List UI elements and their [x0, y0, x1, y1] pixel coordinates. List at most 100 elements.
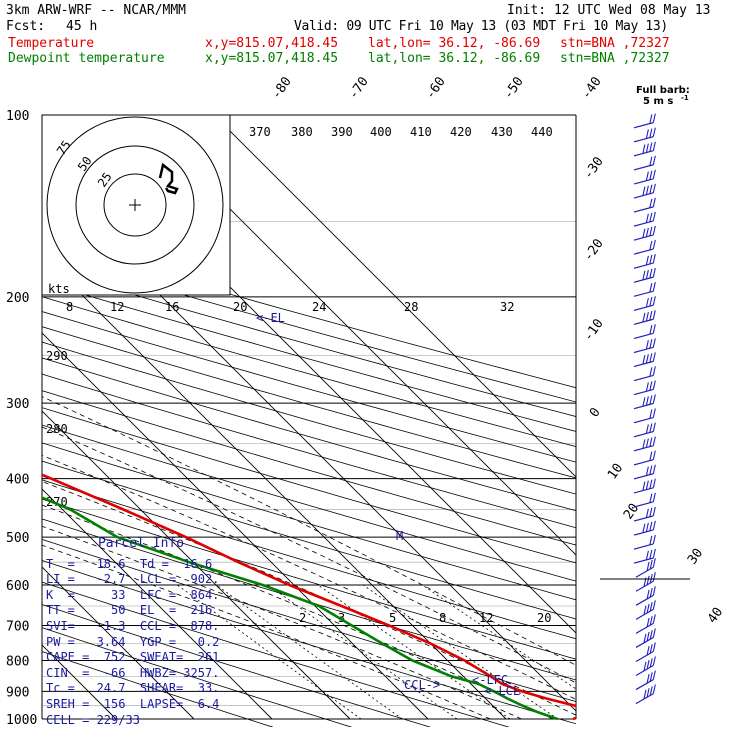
- legend-dewpoint-station: stn=BNA ,72327: [560, 51, 670, 66]
- wind-barb: [633, 338, 656, 354]
- isotherm-label-10: 10: [605, 461, 626, 482]
- isotherm-label-m60: -60: [423, 74, 449, 102]
- wind-barb: [633, 520, 656, 536]
- pressure-label-500: 500: [6, 531, 29, 546]
- pressure-label-200: 200: [6, 291, 29, 306]
- barb-legend-superscript: -1: [681, 94, 689, 102]
- parcel-row-sreh-lapse: SREH = 156 LAPSE= 6.4: [46, 696, 220, 711]
- parcel-row-cell: CELL = 229/33: [46, 712, 140, 727]
- hodograph: [46, 116, 224, 294]
- theta-label-400: 400: [370, 125, 392, 139]
- dry-adiabat: [42, 442, 576, 601]
- hodograph-ring-50: [75, 145, 195, 265]
- moist-adiabat: [42, 426, 576, 684]
- wind-barb: [633, 127, 656, 143]
- isotherm: [213, 115, 576, 478]
- moist-adiabat: [42, 525, 522, 720]
- isotherm: [42, 410, 351, 720]
- isotherm-label-m50: -50: [501, 74, 527, 102]
- theta-label-370: 370: [249, 125, 271, 139]
- isotherm-label-40: 40: [705, 605, 726, 626]
- dry-adiabat: [42, 326, 576, 479]
- dry-adiabat: [42, 341, 576, 495]
- parcel-row-cape-sweat: CAPE = 752 SWEAT= 261: [46, 650, 220, 665]
- pressure-label-100: 100: [6, 109, 29, 124]
- wind-barb: [633, 113, 656, 129]
- theta-labels-upper: 370 380 390 400 410 420 430 440: [249, 125, 553, 139]
- dry-adiabat: [42, 518, 576, 681]
- wind-barb: [633, 141, 656, 157]
- ccl-marker: CCL->: [404, 678, 440, 692]
- parcel-row-li-lcl: LI = -2.7 LCL = 902.: [46, 572, 220, 587]
- wind-barb: [633, 211, 656, 227]
- dry-adiabat: [42, 281, 576, 432]
- parcel-info-table: Parcel Info T = 18.6 Td = 16.6 LI = -2.7…: [46, 536, 236, 728]
- mixing-ratio-line: [422, 584, 576, 690]
- parcel-row-pw-ygp: PW = 3.64 YGP = 0.2: [46, 634, 220, 649]
- dry-adiabat: [42, 581, 510, 727]
- dry-adiabat: [42, 627, 353, 727]
- legend-dewpoint-xy: x,y=815.07,418.45: [205, 51, 339, 66]
- wind-barb: [633, 310, 656, 326]
- parcel-info-title: Parcel Info: [97, 536, 185, 551]
- isotherm-label-m20: -20: [581, 236, 607, 264]
- dry-adiabat: [42, 240, 576, 389]
- wind-barb: [633, 366, 656, 382]
- wind-barb: [633, 253, 656, 269]
- parcel-row-tt-el: TT = 50 EL = 216: [46, 603, 213, 618]
- wind-barb: [635, 628, 656, 648]
- pressure-label-300: 300: [6, 397, 29, 412]
- barb-legend-title: Full barb:: [636, 85, 690, 96]
- legend-temperature-xy: x,y=815.07,418.45: [205, 36, 339, 51]
- legend-dewpoint: Dewpoint temperature: [8, 51, 165, 66]
- lfc-marker: <-LFC: [472, 673, 508, 687]
- dry-adiabat: [42, 560, 576, 725]
- dry-adiabat: [42, 498, 576, 660]
- isotherm-label-0: 0: [587, 405, 604, 420]
- theta-label-410: 410: [410, 125, 432, 139]
- theta-label-290: 290: [46, 349, 68, 363]
- isotherm: [42, 566, 195, 720]
- moist-adiabat: [42, 454, 576, 700]
- legend-temperature-latlon: lat,lon= 36.12, -86.69: [368, 36, 541, 51]
- pressure-label-900: 900: [6, 685, 29, 700]
- dry-adiabat: [42, 651, 274, 727]
- wind-barb: [633, 436, 656, 452]
- wind-barb: [635, 684, 656, 705]
- wind-barbs: [600, 113, 690, 705]
- parcel-row-cin-hwbz: CIN = -66 HWBZ= 3257.: [46, 665, 220, 680]
- wind-barb: [633, 282, 656, 297]
- isotherm-lines: [42, 115, 576, 720]
- wind-barb: [635, 586, 656, 606]
- wind-barb: [633, 548, 656, 564]
- temperature-trace: [42, 473, 576, 721]
- mixing-label-12: 12: [479, 611, 493, 625]
- isotherm-label-m40: -40: [579, 74, 605, 102]
- hodograph-ring-label-75: 75: [54, 138, 74, 158]
- wind-barb: [633, 239, 656, 255]
- isotherm-label-30: 30: [685, 546, 706, 567]
- height-labels: 8 12 16 20 24 28 32: [66, 300, 514, 314]
- wind-barb: [633, 169, 656, 185]
- isotherm: [42, 488, 273, 720]
- wind-barb: [633, 506, 656, 522]
- pressure-label-1000: 1000: [6, 713, 37, 728]
- level-annotations: <-EL <-LFC <-LCL CCL-> M: [256, 311, 520, 698]
- moist-adiabat: [42, 544, 491, 720]
- pressure-label-400: 400: [6, 473, 29, 488]
- forecast-hour: 45 h: [66, 19, 98, 34]
- isotherm-labels: -80 -70 -60 -50 -40 -30 -20 -10 0 10 20 …: [269, 74, 726, 626]
- isotherm: [135, 115, 576, 556]
- m-marker: M: [396, 529, 403, 543]
- wind-barb: [635, 670, 656, 691]
- isobar-lines: [41, 114, 577, 720]
- wind-barb: [635, 600, 656, 620]
- dry-adiabat: [42, 311, 576, 463]
- parcel-row-svi-ccl: SVI= -1.3 CCL = 878.: [46, 618, 220, 633]
- pressure-label-800: 800: [6, 654, 29, 669]
- forecast-label: Fcst:: [6, 19, 46, 34]
- parcel-row-tc-shear: Tc = 24.7 SHEAR= 33.: [46, 681, 220, 696]
- wind-barb: [635, 614, 656, 634]
- hodograph-ring-25: [103, 173, 167, 237]
- dry-adiabat: [42, 538, 576, 703]
